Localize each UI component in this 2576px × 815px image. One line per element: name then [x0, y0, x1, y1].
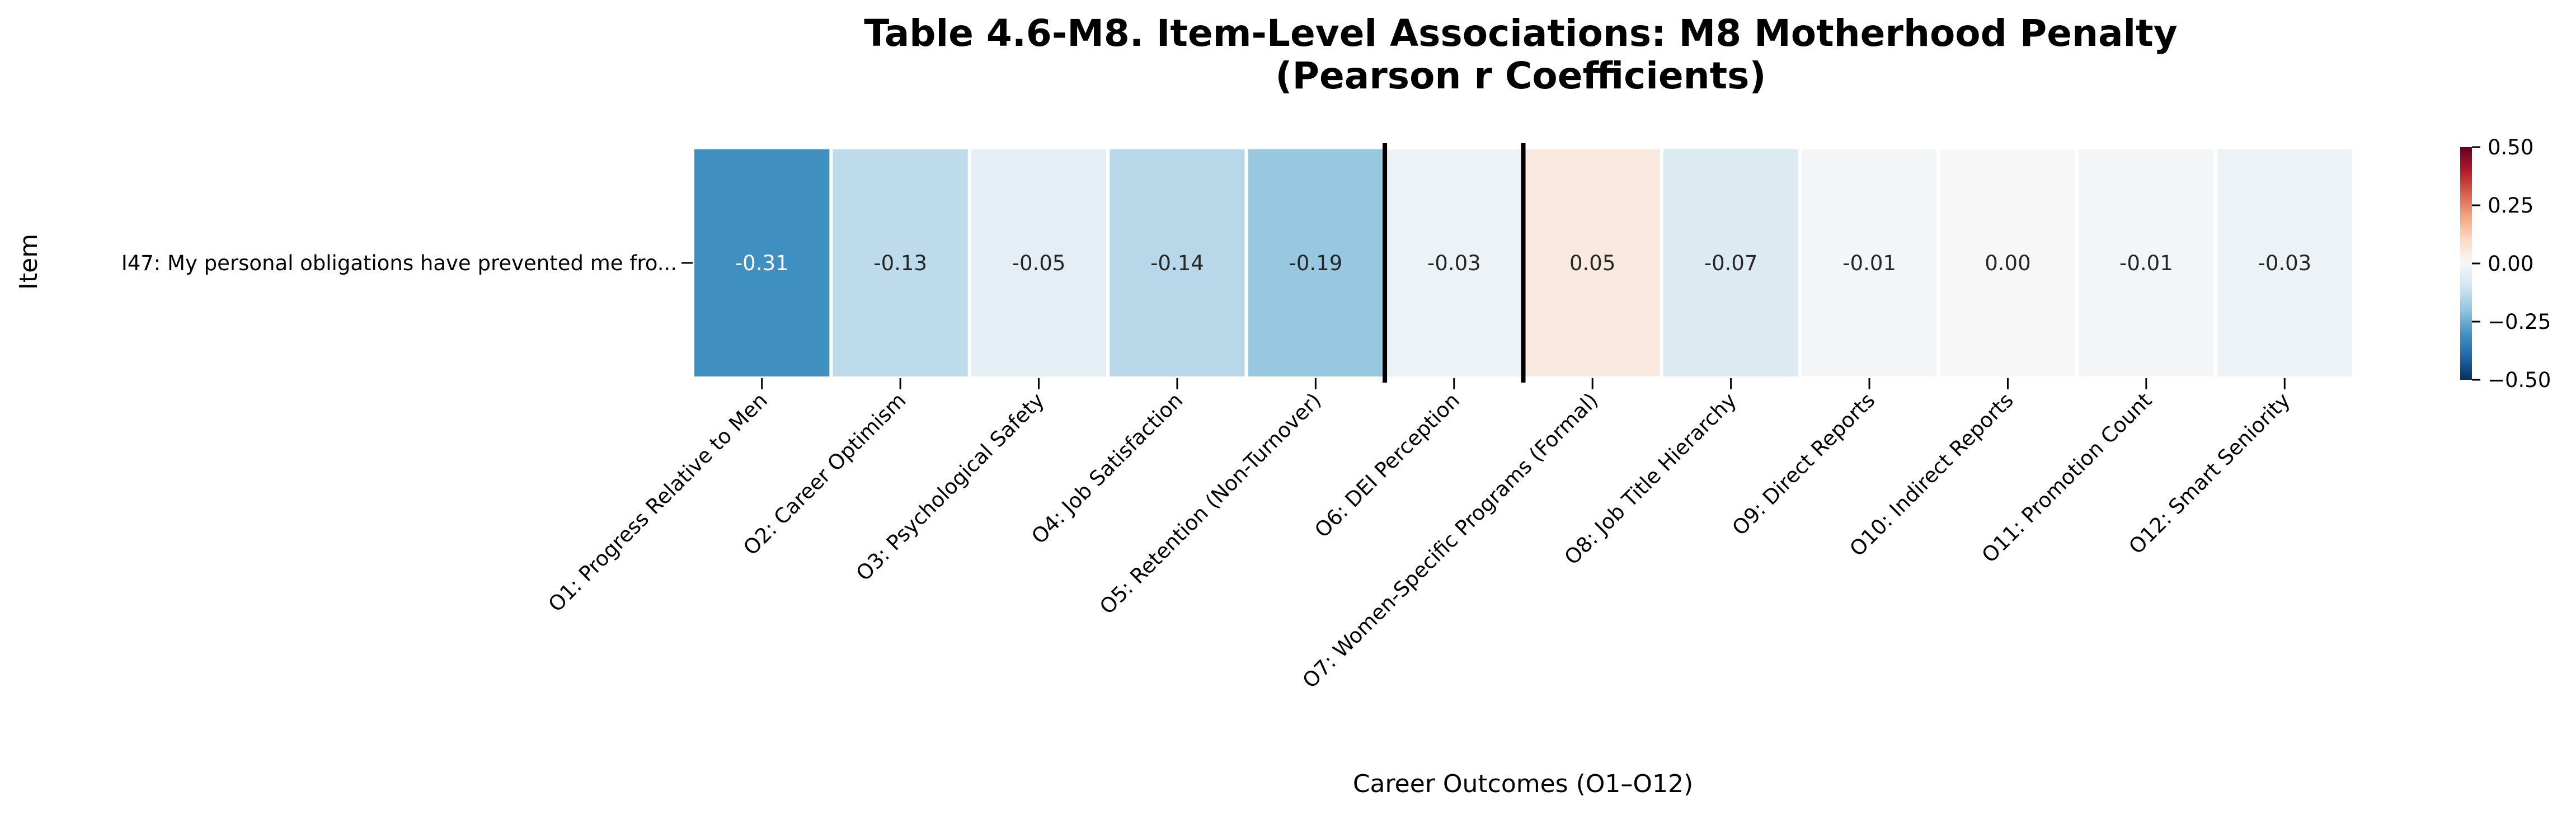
x-tick-label: O6: DEI Perception	[1310, 388, 1464, 543]
cell-annotation: -0.01	[2119, 251, 2173, 275]
cell-annotation: -0.03	[2258, 251, 2311, 275]
heatmap-cell	[1936, 146, 2079, 380]
colorbar-tick-label: 0.25	[2488, 194, 2533, 218]
x-tick-label: O9: Direct Reports	[1728, 388, 1880, 540]
heatmap-cell	[967, 146, 1110, 380]
colorbar	[2460, 147, 2472, 380]
cell-annotation: -0.14	[1150, 251, 1204, 275]
cell-annotation: -0.13	[873, 251, 927, 275]
x-tick-label: O1: Progress Relative to Men	[544, 388, 772, 616]
y-axis-label: Item	[15, 234, 43, 290]
x-tick-label: O7: Women-Specific Programs (Formal)	[1298, 388, 1603, 693]
cell-annotation: -0.01	[1842, 251, 1896, 275]
colorbar-tick-label: −0.25	[2488, 310, 2551, 334]
heatmap-cell	[691, 146, 833, 380]
colorbar-tick-label: −0.50	[2488, 368, 2551, 392]
chart-title-line-2: (Pearson r Coefficients)	[1275, 54, 1766, 97]
heatmap-cell	[2213, 146, 2356, 380]
cell-annotation: -0.07	[1704, 251, 1758, 275]
colorbar-tick-label: 0.50	[2488, 135, 2533, 159]
cell-annotation: -0.19	[1289, 251, 1343, 275]
cell-annotation: -0.05	[1012, 251, 1066, 275]
y-tick-label: I47: My personal obligations have preven…	[121, 251, 677, 275]
chart-title-line-1: Table 4.6-M8. Item-Level Associations: M…	[864, 12, 2177, 55]
x-axis-label: Career Outcomes (O1–O12)	[1353, 770, 1693, 798]
x-tick-label: O2: Career Optimism	[739, 388, 910, 560]
cell-annotation: -0.03	[1427, 251, 1481, 275]
x-tick-label: O5: Retention (Non-Turnover)	[1095, 388, 1326, 619]
x-tick-label: O4: Job Satisfaction	[1027, 388, 1187, 549]
colorbar-tick-label: 0.00	[2488, 252, 2533, 276]
x-tick-label: O12: Smart Seniority	[2124, 388, 2295, 559]
cell-annotation: 0.05	[1569, 251, 1615, 275]
cell-annotation: -0.31	[735, 251, 789, 275]
heatmap-cell	[1660, 146, 1802, 380]
cell-annotation: 0.00	[1985, 251, 2030, 275]
heatmap-cell	[829, 146, 971, 380]
